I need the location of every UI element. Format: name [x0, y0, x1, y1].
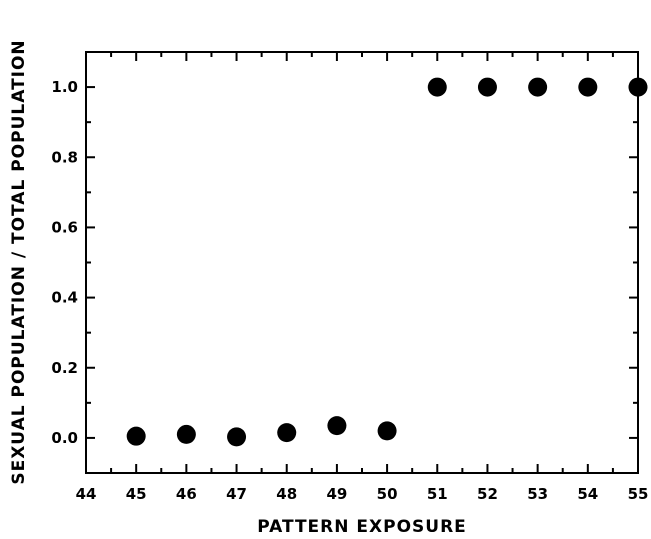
data-point — [427, 77, 447, 97]
y-tick-label: 0.4 — [51, 289, 78, 307]
x-tick-label: 51 — [427, 485, 448, 503]
x-tick-label: 55 — [628, 485, 649, 503]
data-point — [327, 416, 347, 436]
y-tick-label: 0.2 — [51, 359, 78, 377]
plot-frame — [85, 51, 639, 474]
x-tick-label: 50 — [377, 485, 398, 503]
data-point — [227, 427, 247, 447]
x-tick-label: 47 — [226, 485, 247, 503]
data-point — [277, 423, 297, 443]
y-tick-label: 0.6 — [51, 218, 78, 236]
data-point — [628, 77, 648, 97]
x-axis-ticks: 44 45 46 47 48 49 50 51 52 53 54 55 — [76, 52, 649, 503]
data-point — [377, 421, 397, 441]
y-axis-title: SEXUAL POPULATION / TOTAL POPULATION — [9, 39, 29, 484]
x-tick-label: 52 — [477, 485, 498, 503]
x-tick-label: 46 — [176, 485, 197, 503]
data-point — [126, 426, 146, 446]
y-axis-ticks: 0.0 0.2 0.4 0.6 0.8 1.0 — [51, 51, 638, 474]
x-tick-label: 44 — [76, 485, 97, 503]
x-tick-label: 45 — [126, 485, 147, 503]
x-tick-label: 54 — [577, 485, 598, 503]
y-tick-label: 0.8 — [51, 148, 78, 166]
data-point — [528, 77, 548, 97]
x-tick-label: 53 — [527, 485, 548, 503]
x-tick-label: 48 — [276, 485, 297, 503]
y-tick-label: 1.0 — [51, 78, 78, 96]
data-point — [477, 77, 497, 97]
data-points — [126, 77, 648, 447]
data-point — [176, 424, 196, 444]
data-point — [578, 77, 598, 97]
x-tick-label: 49 — [326, 485, 347, 503]
x-axis-title: PATTERN EXPOSURE — [257, 517, 467, 537]
y-tick-label: 0.0 — [51, 429, 78, 447]
